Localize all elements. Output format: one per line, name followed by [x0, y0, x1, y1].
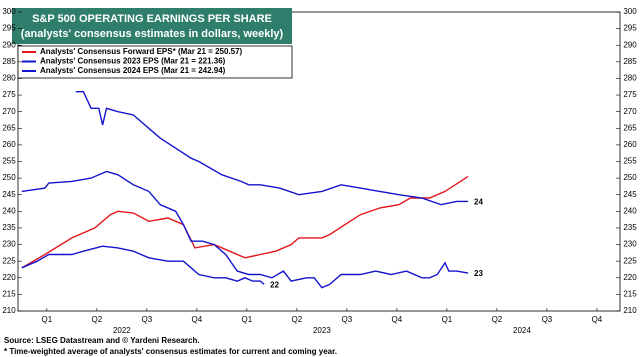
y-tick-label: 255 — [2, 157, 16, 166]
series-line — [21, 245, 265, 285]
x-tick-label: Q4 — [592, 315, 603, 324]
legend-label: Analysts' Consensus 2024 EPS (Mar 21 = 2… — [40, 66, 226, 75]
series-line — [75, 91, 469, 206]
x-tick-label: Q1 — [242, 315, 253, 324]
y-tick-label: 265 — [2, 123, 16, 132]
x-tick-label: Q2 — [92, 315, 103, 324]
y-tick-label: 210 — [2, 306, 16, 315]
y2-tick-label: 295 — [623, 24, 637, 33]
legend-box — [17, 45, 293, 79]
y-tick-label: 235 — [2, 223, 16, 232]
y-tick-label: 245 — [2, 190, 16, 199]
x-tick-label: Q3 — [142, 315, 153, 324]
y2-tick-label: 245 — [623, 190, 637, 199]
y2-tick-label: 285 — [623, 57, 637, 66]
y-tick-label: 230 — [2, 240, 16, 249]
y-tick-label: 215 — [2, 289, 16, 298]
footnote: * Time-weighted average of analysts' con… — [4, 347, 337, 356]
y-tick-label: 285 — [2, 57, 16, 66]
legend-label: Analysts' Consensus 2023 EPS (Mar 21 = 2… — [40, 57, 226, 66]
chart-subtitle: (analysts' consensus estimates in dollar… — [21, 28, 284, 40]
year-label: 2024 — [513, 326, 531, 335]
y-tick-label: 280 — [2, 74, 16, 83]
year-label: 2022 — [113, 326, 131, 335]
x-tick-label: Q2 — [292, 315, 303, 324]
y2-tick-label: 250 — [623, 173, 637, 182]
x-tick-label: Q2 — [492, 315, 503, 324]
y-tick-label: 240 — [2, 206, 16, 215]
y2-tick-label: 235 — [623, 223, 637, 232]
y2-tick-label: 275 — [623, 90, 637, 99]
series-line — [21, 170, 469, 289]
year-label: 2023 — [313, 326, 331, 335]
y2-tick-label: 270 — [623, 107, 637, 116]
y-tick-label: 225 — [2, 256, 16, 265]
y-tick-label: 295 — [2, 24, 16, 33]
y-tick-label: 275 — [2, 90, 16, 99]
end-label: 23 — [474, 269, 483, 278]
y2-tick-label: 240 — [623, 206, 637, 215]
y2-tick-label: 225 — [623, 256, 637, 265]
y-tick-label: 290 — [2, 40, 16, 49]
title-box — [12, 8, 292, 44]
y2-tick-label: 260 — [623, 140, 637, 149]
y2-tick-label: 265 — [623, 123, 637, 132]
y-tick-label: 260 — [2, 140, 16, 149]
chart-title: S&P 500 OPERATING EARNINGS PER SHARE — [32, 13, 272, 25]
series-line — [21, 175, 469, 269]
end-label: 22 — [270, 281, 279, 290]
y2-tick-label: 290 — [623, 40, 637, 49]
y2-tick-label: 255 — [623, 157, 637, 166]
y-tick-label: 250 — [2, 173, 16, 182]
x-tick-label: Q3 — [342, 315, 353, 324]
end-label: 24 — [474, 197, 483, 206]
source-note: Source: LSEG Datastream and © Yardeni Re… — [4, 336, 200, 345]
y-tick-label: 220 — [2, 273, 16, 282]
y-tick-label: 300 — [2, 7, 16, 16]
x-tick-label: Q1 — [42, 315, 53, 324]
y2-tick-label: 210 — [623, 306, 637, 315]
y-tick-label: 270 — [2, 107, 16, 116]
y2-tick-label: 215 — [623, 289, 637, 298]
y2-tick-label: 280 — [623, 74, 637, 83]
x-tick-label: Q3 — [542, 315, 553, 324]
x-tick-label: Q4 — [392, 315, 403, 324]
y2-tick-label: 300 — [623, 7, 637, 16]
x-tick-label: Q4 — [192, 315, 203, 324]
y2-tick-label: 220 — [623, 273, 637, 282]
x-tick-label: Q1 — [442, 315, 453, 324]
y2-tick-label: 230 — [623, 240, 637, 249]
legend-label: Analysts' Consensus Forward EPS* (Mar 21… — [40, 47, 243, 56]
